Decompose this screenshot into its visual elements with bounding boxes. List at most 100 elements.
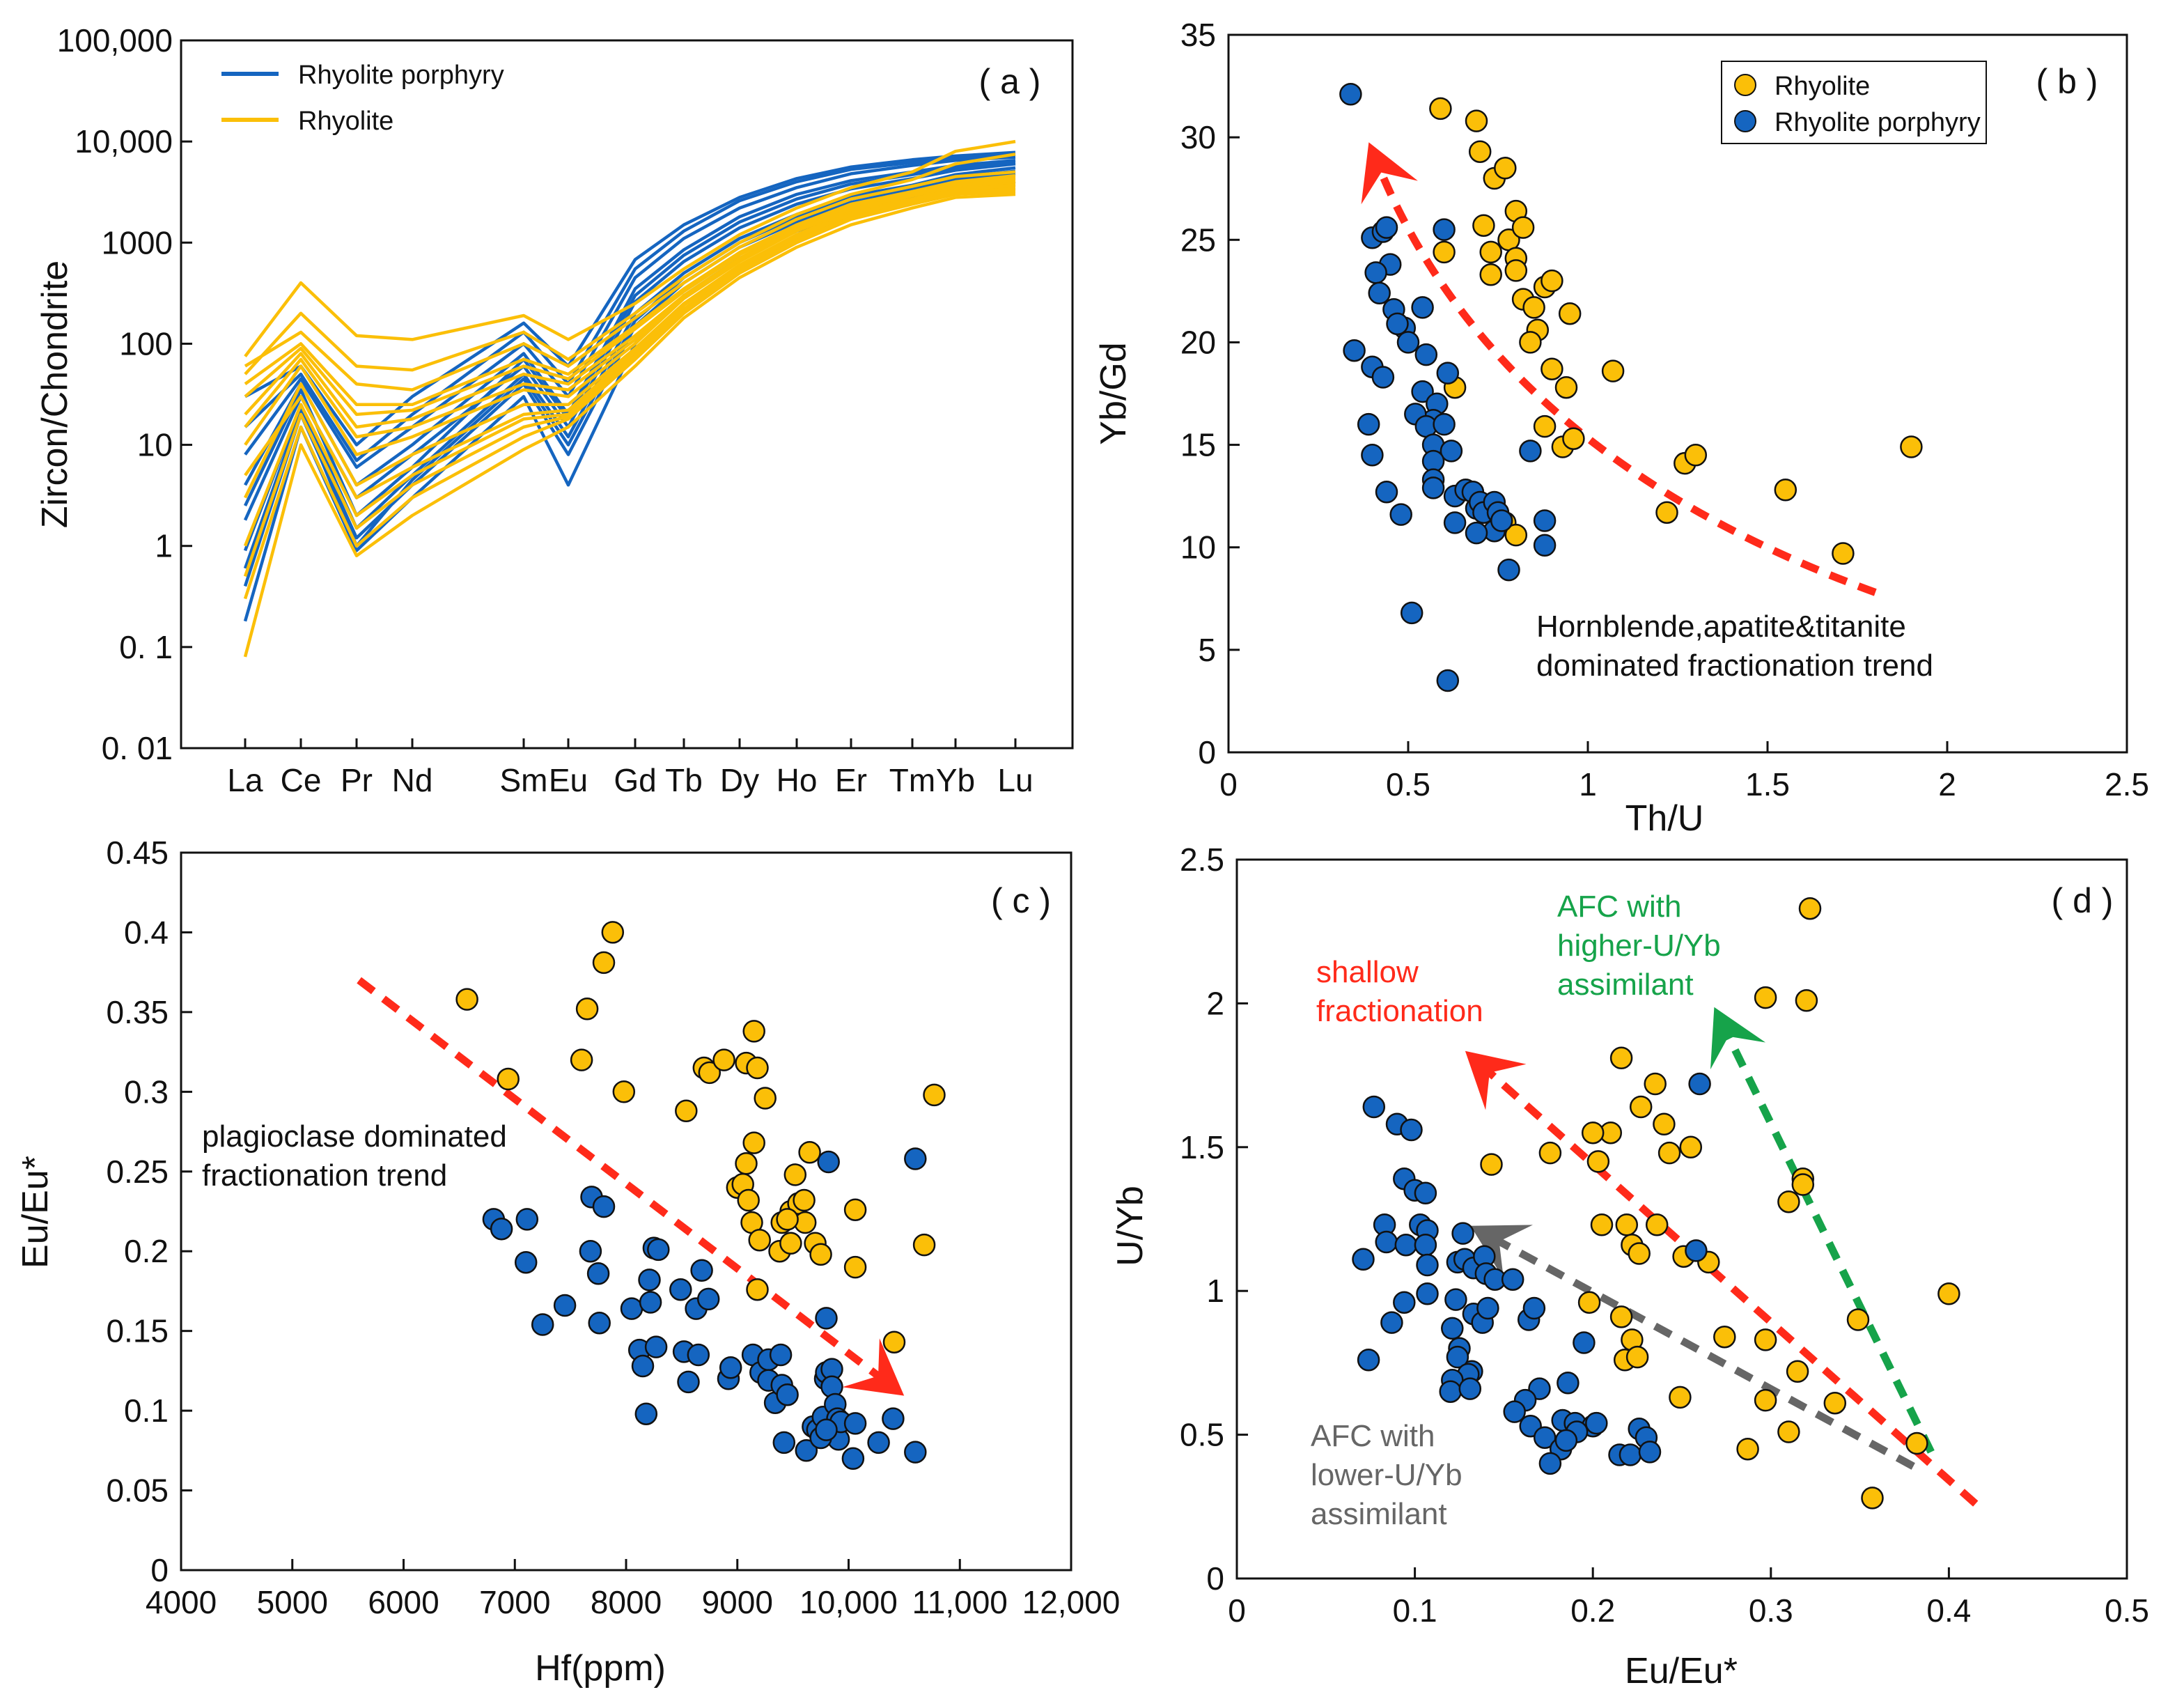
panel-c-annotation-line1: plagioclase dominated [202,1119,507,1154]
panel-b-y-axis-title: Yb/Gd [1093,342,1134,444]
point-rhyolite [1465,109,1488,132]
point-rhyolite [742,1131,765,1154]
point-rhyolite-porphyry [1441,1317,1464,1340]
point-rhyolite [1754,986,1777,1009]
trend-arrowhead-red [1465,1050,1527,1110]
panel-d-y-axis: 0 0.5 1 1.5 2 2.5 [1180,841,1248,1597]
point-rhyolite-porphyry [1389,503,1412,526]
point-rhyolite-porphyry [634,1402,658,1425]
x-tick-label: 5000 [257,1584,328,1620]
x-tick-label: 0.1 [1393,1592,1437,1629]
x-tick-label-tm: Tm [889,762,935,798]
trend-line-green [1722,1030,1935,1454]
point-rhyolite [1754,1388,1777,1412]
point-rhyolite-porphyry [1440,440,1463,463]
point-rhyolite [1577,1291,1601,1314]
point-rhyolite-porphyry [638,1269,661,1291]
x-tick-label: 4000 [146,1584,217,1620]
point-rhyolite [809,1243,832,1266]
point-rhyolite [793,1188,816,1212]
point-rhyolite [754,1087,777,1110]
point-rhyolite-porphyry [1357,1349,1380,1372]
point-rhyolite-porphyry [1433,412,1456,436]
point-rhyolite-porphyry [1538,1452,1562,1475]
point-rhyolite [1823,1391,1847,1415]
x-tick-label: 0.2 [1570,1592,1615,1629]
point-rhyolite-porphyry [1533,1426,1557,1449]
panel-c-annotation-line2: fractionation trend [202,1158,447,1193]
point-rhyolite-porphyry [1465,521,1488,545]
point-rhyolite-porphyry [867,1431,890,1454]
trend-arrowhead-red [1361,142,1418,205]
point-rhyolite [698,1061,722,1085]
point-rhyolite [1653,1112,1676,1136]
series-line-rhyolite [244,179,1016,439]
point-rhyolite-porphyry [588,1311,611,1335]
y-tick-label: 0 [150,1552,169,1588]
point-rhyolite-porphyry [514,1250,538,1274]
y-tick-label: 0.45 [106,835,169,871]
panel-c-label: ( c ) [991,881,1051,920]
point-rhyolite-porphyry [592,1195,616,1218]
point-rhyolite [455,988,478,1011]
point-rhyolite-porphyry [904,1441,927,1464]
point-rhyolite [1669,1386,1692,1409]
point-rhyolite-porphyry [687,1343,710,1367]
point-rhyolite-porphyry [1533,534,1557,557]
panel-c-x-axis: 4000 5000 6000 7000 8000 9000 10,000 11,000 12,0… [146,1559,1121,1620]
point-rhyolite-porphyry [1414,1233,1437,1257]
y-tick-label: 10 [137,427,173,463]
y-tick-label: 2 [1206,985,1224,1021]
trend-line-red [1375,166,1877,596]
point-rhyolite-porphyry [696,1287,720,1311]
point-rhyolite-porphyry [631,1354,655,1378]
x-tick-label-er: Er [835,762,867,798]
point-rhyolite-porphyry [1688,1072,1711,1096]
y-tick-label: 0 [1198,734,1216,770]
y-tick-label: 2.5 [1180,841,1224,878]
point-rhyolite-porphyry [769,1343,793,1367]
y-tick-label: 0 [1206,1560,1224,1597]
point-rhyolite-porphyry [1343,339,1366,362]
y-tick-label: 0.4 [124,914,169,950]
x-tick-label-gd: Gd [614,762,656,798]
x-tick-label: 0.4 [1926,1592,1971,1629]
point-rhyolite [1679,1135,1703,1159]
point-rhyolite [1511,216,1535,239]
point-rhyolite [1658,1141,1681,1165]
point-rhyolite [1504,523,1528,547]
x-tick-label-nd: Nd [392,762,433,798]
point-rhyolite [742,1020,765,1043]
point-rhyolite [843,1255,867,1279]
x-tick-label: 2 [1938,766,1956,802]
legend-rhyolite-marker [1734,74,1756,96]
panel-d-plot-frame [1235,858,2128,1580]
point-rhyolite-porphyry [1585,1411,1608,1435]
panel-a-label: ( a ) [979,62,1041,101]
point-rhyolite [776,1208,799,1231]
point-rhyolite-porphyry [1638,1441,1662,1464]
point-rhyolite [1562,427,1585,450]
point-rhyolite-porphyry [1685,1239,1708,1262]
point-rhyolite-porphyry [1439,1380,1462,1403]
series-line-rhyolite-porphyry [244,150,1016,447]
x-tick-label: 12,000 [1022,1584,1121,1620]
y-tick-label: 10,000 [75,123,173,160]
panel-b-points [1339,83,1923,692]
point-rhyolite-porphyry [882,1407,905,1430]
panel-d-trend-lines [1465,1007,1979,1507]
x-tick-label: 0.5 [2105,1592,2149,1629]
point-rhyolite [843,1198,867,1221]
panel-c-points [455,921,946,1471]
point-rhyolite [592,951,616,975]
point-rhyolite [1798,897,1822,920]
y-tick-label: 0. 1 [119,629,173,665]
x-tick-label-dy: Dy [720,762,759,798]
point-rhyolite [746,1278,769,1301]
point-rhyolite-porphyry [1362,1095,1386,1119]
y-tick-label: 1 [155,528,173,564]
point-rhyolite-porphyry [1396,331,1420,354]
x-tick-label: 9000 [702,1584,773,1620]
panel-b-legend: Rhyolite Rhyolite porphyry [1721,61,1987,144]
point-rhyolite [746,1056,769,1080]
